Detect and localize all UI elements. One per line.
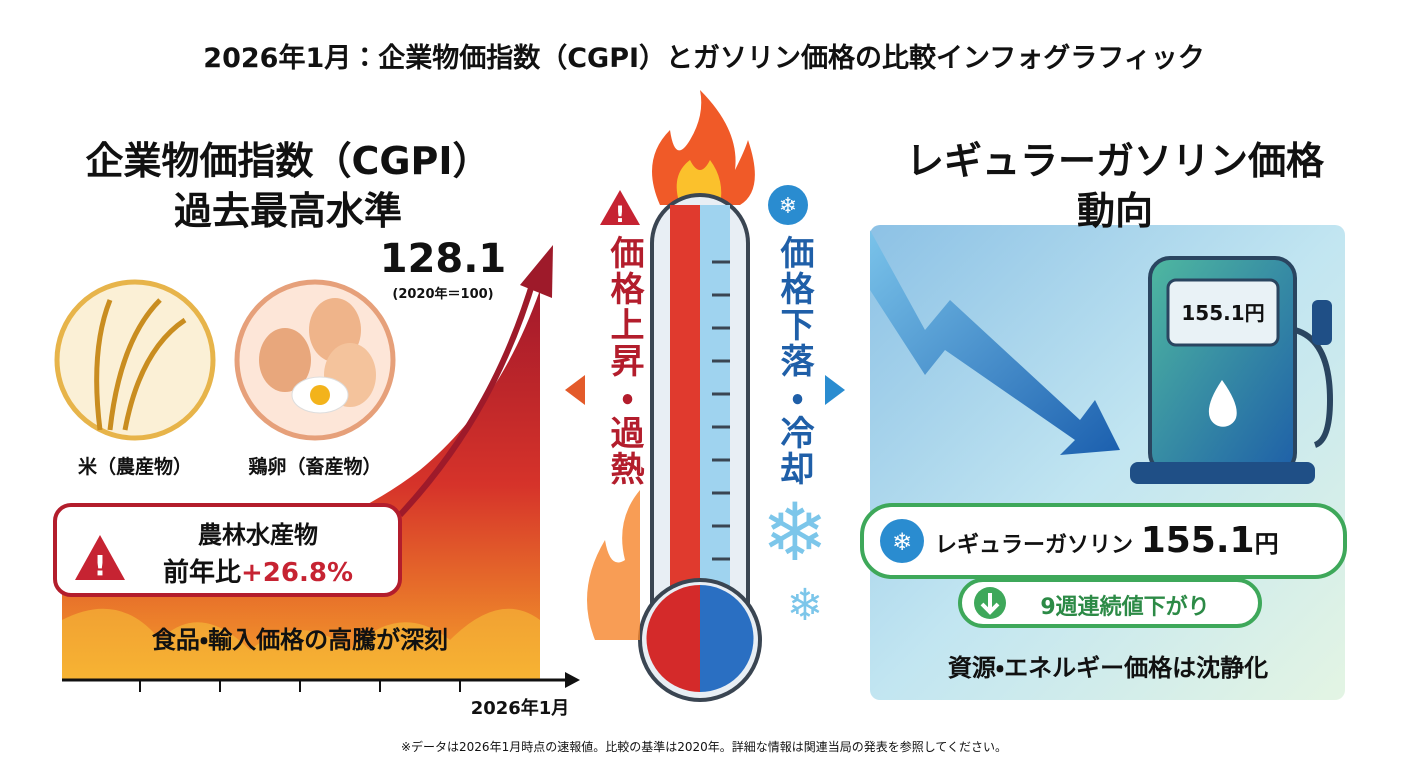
- title: 2026年1月：企業物価指数（CGPI）とガソリン価格の比較インフォグラフィック: [203, 43, 1205, 74]
- svg-text:❄: ❄: [761, 486, 828, 579]
- heading: 過去最高水準: [173, 189, 403, 233]
- index-base: (2020年＝100): [392, 287, 494, 302]
- caption: 食品・輸入価格の高騰が深刻: [151, 626, 449, 654]
- heading: レギュラーガソリン価格: [905, 139, 1325, 183]
- cold-label: 価格下落・冷却: [774, 235, 814, 487]
- svg-text:❄: ❄: [779, 194, 797, 219]
- svg-text:❄: ❄: [892, 528, 912, 556]
- heading: 動向: [1076, 189, 1154, 233]
- svg-text:❄: ❄: [787, 580, 824, 631]
- heading: 企業物価指数（CGPI）: [85, 139, 491, 183]
- item-label: 鶏卵（畜産物）: [248, 456, 382, 478]
- axis-label: 2026年1月: [470, 698, 570, 719]
- hot-label: 価格上昇・過熱: [604, 235, 644, 487]
- callout-label: 農林水産物: [198, 521, 318, 549]
- index-value: 128.1: [379, 236, 507, 282]
- footnote: ※データは2026年1月時点の速報値。比較の基準は2020年。詳細な情報は関連当…: [400, 740, 1008, 754]
- change: +26.8%: [241, 558, 354, 588]
- pump-display: 155.1円: [1181, 301, 1265, 325]
- badge: レギュラーガソリン 155.1円: [935, 520, 1279, 567]
- badge-label: レギュラーガソリン: [935, 533, 1134, 558]
- callout-change: 前年比+26.8%: [163, 552, 353, 589]
- prefix: 前年比: [162, 558, 242, 588]
- svg-text:!: !: [615, 203, 625, 228]
- caption: 資源・エネルギー価格は沈静化: [947, 654, 1269, 682]
- item-label: 米（農産物）: [77, 456, 193, 478]
- svg-text:!: !: [94, 549, 107, 582]
- badge-value: 155.1: [1140, 520, 1255, 561]
- badge-unit: 円: [1254, 530, 1279, 558]
- streak: 9週連続値下がり: [1040, 595, 1210, 620]
